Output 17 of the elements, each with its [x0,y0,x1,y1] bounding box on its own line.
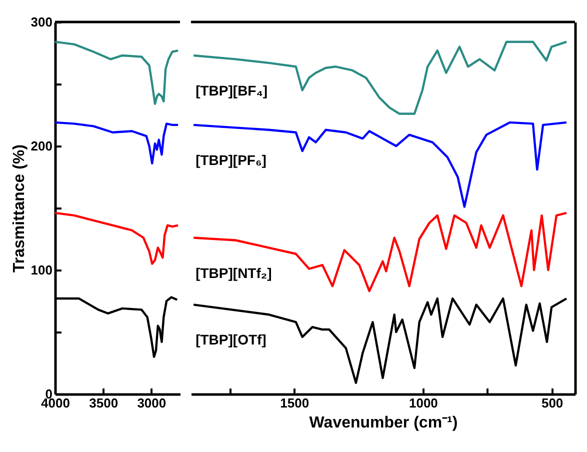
y-axis-title: Trasmittance (%) [10,144,28,273]
series-label: [TBP][NTf₂] [196,264,272,281]
x-tick-label: 500 [541,396,564,410]
series-label: [TBP][OTf] [196,332,266,348]
x-tick-label: 3000 [137,396,166,410]
x-tick-label: 1000 [408,396,438,410]
x-tick-label: 3500 [89,396,118,410]
line-series [54,121,180,164]
y-tick-label: 200 [30,138,52,154]
x-tick-label: 1500 [280,396,310,410]
series-label: [TBP][BF₄] [196,82,268,98]
series-label: [TBP][PF₆] [196,152,266,168]
line-series [54,40,180,105]
y-tick-label: 300 [30,14,52,30]
line-series [54,212,180,265]
x-axis-title: Wavenumber (cm⁻¹) [309,414,458,432]
y-tick-label: 100 [30,262,52,278]
